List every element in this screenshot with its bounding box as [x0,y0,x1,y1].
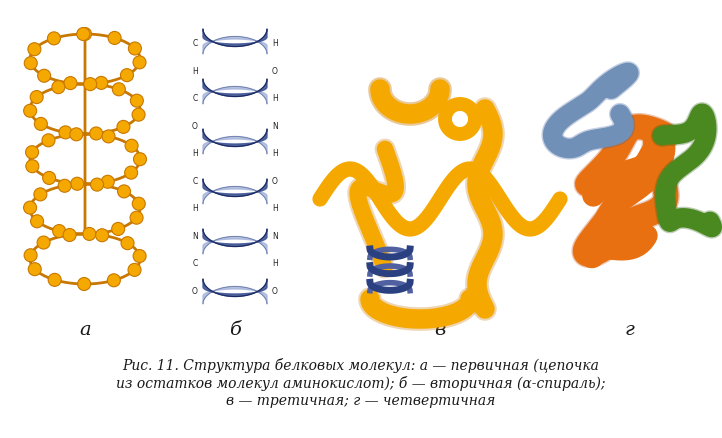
Polygon shape [203,287,267,304]
Text: H: H [192,67,198,76]
Polygon shape [203,180,267,197]
Text: б: б [229,320,241,338]
Circle shape [131,95,144,108]
Circle shape [28,263,41,276]
Circle shape [101,176,114,189]
Circle shape [30,92,43,104]
Circle shape [38,70,51,83]
Circle shape [24,105,37,118]
Circle shape [25,57,38,71]
Circle shape [132,198,145,211]
Text: из остатков молекул аминокислот); б — вторичная (α-спираль);: из остатков молекул аминокислот); б — вт… [116,375,606,390]
Circle shape [28,44,41,57]
Text: O: O [272,177,278,185]
Circle shape [102,131,115,144]
Circle shape [78,278,91,291]
Text: H: H [192,149,198,158]
Circle shape [34,188,47,201]
Circle shape [52,81,65,95]
Polygon shape [203,87,267,105]
Circle shape [59,127,72,140]
Circle shape [35,118,48,131]
Circle shape [125,167,138,180]
Circle shape [58,180,71,193]
Polygon shape [203,187,267,205]
Circle shape [121,237,134,250]
Text: H: H [272,259,278,268]
Polygon shape [203,237,267,254]
Circle shape [84,78,97,92]
Text: H: H [272,204,278,213]
Circle shape [37,237,50,250]
Text: O: O [272,67,278,76]
Circle shape [108,274,121,287]
Circle shape [26,160,39,173]
Text: H: H [272,39,278,48]
Circle shape [95,77,108,90]
Text: г: г [625,320,635,338]
Text: а: а [79,320,91,338]
Circle shape [118,185,131,198]
Text: O: O [272,286,278,295]
Text: C: C [193,259,198,268]
Circle shape [132,109,145,122]
Text: C: C [193,39,198,48]
Circle shape [53,225,66,238]
Polygon shape [203,137,267,155]
Circle shape [71,178,84,191]
Circle shape [134,153,147,166]
Circle shape [42,134,55,148]
Text: N: N [192,231,198,240]
Text: H: H [272,94,278,103]
Circle shape [90,128,103,141]
Text: C: C [193,94,198,103]
Polygon shape [203,230,267,247]
Circle shape [24,249,37,262]
Circle shape [43,172,56,185]
Circle shape [128,264,141,277]
Text: в — третичная; г — четвертичная: в — третичная; г — четвертичная [226,393,496,407]
Circle shape [95,229,108,242]
Circle shape [83,228,96,241]
Circle shape [90,179,103,192]
Circle shape [133,57,146,70]
Circle shape [108,32,121,45]
Polygon shape [203,37,267,55]
Circle shape [112,223,125,236]
Polygon shape [203,279,267,297]
Circle shape [113,84,126,96]
Text: O: O [192,121,198,131]
Polygon shape [203,80,267,97]
Text: C: C [193,177,198,185]
Text: H: H [192,204,198,213]
Circle shape [130,212,143,225]
Circle shape [129,43,142,56]
Circle shape [79,28,92,42]
Circle shape [70,128,83,141]
Circle shape [133,250,146,263]
Text: Рис. 11. Структура белковых молекул: а — первичная (цепочка: Рис. 11. Структура белковых молекул: а —… [123,357,599,372]
Text: O: O [192,286,198,295]
Circle shape [64,78,77,90]
Circle shape [125,140,138,153]
Circle shape [25,146,38,159]
Text: N: N [272,121,278,131]
Circle shape [24,201,37,215]
Text: N: N [272,231,278,240]
Circle shape [63,229,76,242]
Polygon shape [203,130,267,147]
Circle shape [121,70,134,82]
Circle shape [117,121,130,134]
Circle shape [48,274,61,287]
Polygon shape [203,30,267,47]
Circle shape [48,33,61,46]
Text: H: H [272,149,278,158]
Circle shape [77,28,90,42]
Circle shape [30,215,43,228]
Text: в: в [435,320,445,338]
